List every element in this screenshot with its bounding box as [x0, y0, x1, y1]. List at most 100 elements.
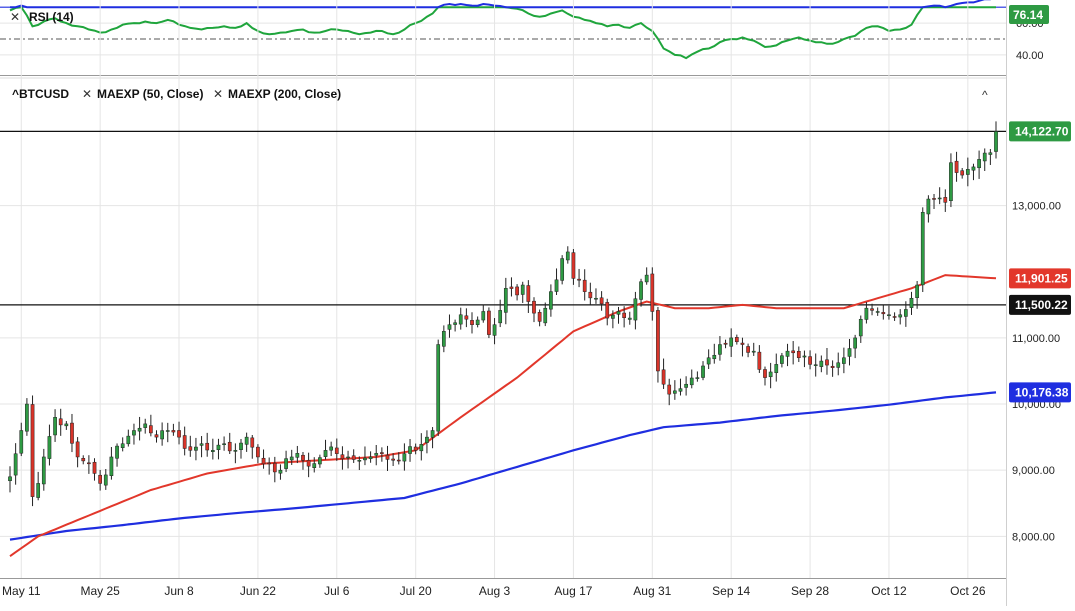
candle-body — [802, 355, 807, 358]
indicator-1-close-icon[interactable]: ✕ — [82, 87, 92, 101]
candle-body — [41, 456, 46, 485]
candle — [549, 284, 553, 317]
candle — [949, 153, 953, 208]
candle — [532, 297, 536, 323]
candle — [780, 352, 784, 368]
candle — [977, 150, 981, 179]
indicator-2-close-icon[interactable]: ✕ — [213, 87, 223, 101]
candle — [926, 195, 931, 223]
candle — [577, 268, 581, 288]
candle — [853, 334, 857, 359]
candle — [802, 350, 807, 368]
rsi-close-icon[interactable]: ✕ — [10, 10, 20, 24]
candle-body — [954, 160, 959, 173]
candle-body — [847, 348, 852, 357]
candle-body — [965, 169, 970, 175]
x-axis-label: Oct 26 — [950, 584, 986, 598]
candle — [971, 163, 976, 181]
candle-body — [182, 435, 187, 449]
candle-body — [98, 474, 102, 484]
candle — [441, 325, 446, 353]
candle-body — [994, 131, 998, 152]
candle-body — [909, 297, 914, 308]
candle-body — [549, 291, 553, 310]
candle — [746, 343, 750, 358]
candle — [920, 207, 925, 293]
candle — [391, 453, 395, 467]
candle — [825, 348, 829, 375]
candle-body — [137, 427, 142, 432]
candle — [205, 432, 210, 457]
candle-body — [171, 430, 176, 433]
candle — [791, 341, 796, 365]
candle-body — [503, 288, 508, 313]
candle-body — [639, 281, 643, 300]
candle — [492, 318, 497, 345]
candle-body — [318, 457, 322, 465]
candle-body — [475, 319, 480, 325]
candle-body — [661, 369, 666, 385]
candle-body — [875, 311, 880, 313]
candle — [453, 319, 457, 332]
candle — [425, 430, 429, 454]
candle — [723, 339, 728, 349]
candle — [149, 414, 153, 437]
candle — [594, 288, 598, 304]
candle — [329, 441, 334, 457]
candle — [419, 433, 424, 461]
candle — [565, 246, 570, 264]
candle-body — [565, 251, 570, 261]
candle-body — [701, 365, 705, 378]
candle — [458, 307, 463, 330]
candle — [475, 316, 480, 328]
x-axis-label: Sep 28 — [791, 584, 829, 598]
candle — [385, 445, 390, 471]
candle-body — [13, 453, 18, 476]
candle-body — [594, 297, 598, 300]
candle — [836, 352, 841, 376]
candle — [143, 418, 148, 434]
candle-body — [160, 430, 164, 440]
candle — [25, 398, 29, 436]
candle-body — [830, 365, 835, 368]
candle — [695, 371, 700, 382]
candle-body — [796, 350, 801, 359]
chevron-up-icon[interactable]: ^ — [982, 88, 988, 102]
candle — [718, 336, 722, 361]
candle-body — [644, 274, 649, 283]
candle-body — [633, 298, 638, 321]
candle — [672, 380, 677, 400]
candle-body — [363, 457, 367, 461]
candle — [639, 278, 643, 307]
candle — [132, 423, 136, 445]
candle — [402, 443, 407, 471]
candle — [582, 269, 587, 301]
candle — [915, 281, 919, 309]
candle — [498, 299, 503, 328]
candle-body — [408, 446, 412, 454]
candle-body — [70, 422, 74, 444]
candle-body — [312, 463, 317, 469]
candle — [526, 280, 531, 313]
candle — [543, 302, 548, 327]
candle-body — [436, 344, 441, 432]
candle-body — [678, 388, 683, 392]
candle-body — [768, 371, 773, 378]
candle — [289, 449, 294, 465]
candle — [633, 291, 638, 330]
candle-body — [627, 317, 632, 320]
rsi-over-line — [10, 0, 992, 9]
candle-body — [509, 286, 514, 289]
candle-body — [188, 446, 193, 451]
candle-body — [233, 450, 238, 452]
candle-body — [813, 364, 818, 366]
indicator-1-label: MAEXP (50, Close) — [97, 87, 203, 101]
x-axis-label: May 11 — [2, 584, 41, 598]
candle — [312, 457, 317, 473]
price-badge-label: 10,176.38 — [1015, 385, 1069, 399]
candle-body — [154, 434, 159, 438]
candle — [87, 455, 91, 474]
candle — [340, 446, 345, 470]
candle — [571, 249, 576, 285]
